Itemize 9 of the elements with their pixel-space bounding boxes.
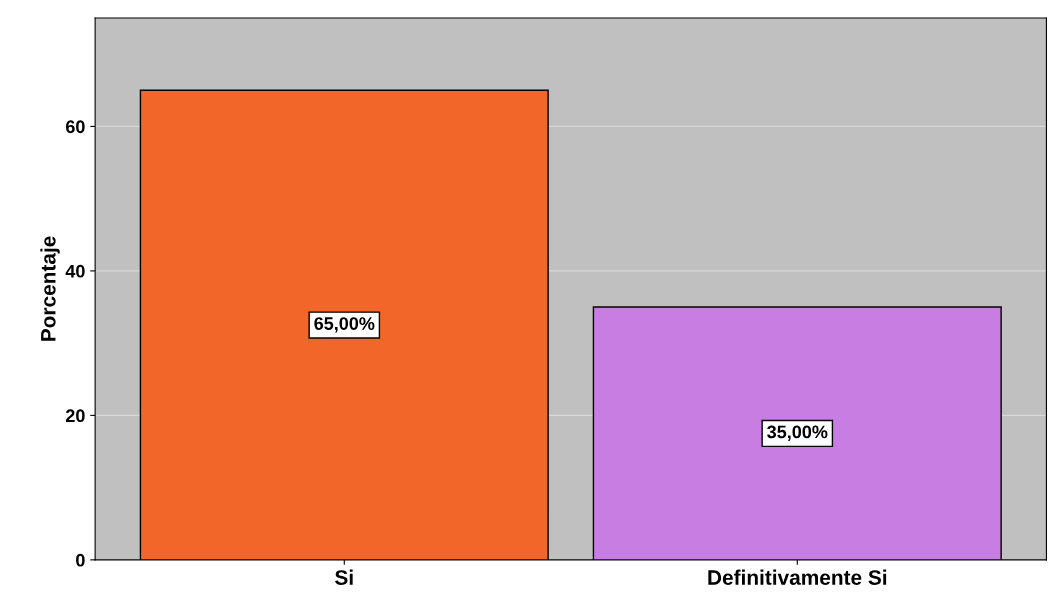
y-tick-label: 40 [65, 264, 85, 278]
data-label: 35,00% [767, 425, 828, 441]
y-axis-title: Porcentaje [40, 236, 60, 341]
x-tick-label: Si [335, 569, 353, 585]
x-tick-label: Definitivamente Si [708, 569, 887, 585]
y-tick-label: 60 [65, 120, 85, 134]
data-label: 65,00% [314, 317, 375, 333]
y-tick-label: 20 [65, 409, 85, 423]
y-tick-label: 0 [76, 553, 85, 567]
